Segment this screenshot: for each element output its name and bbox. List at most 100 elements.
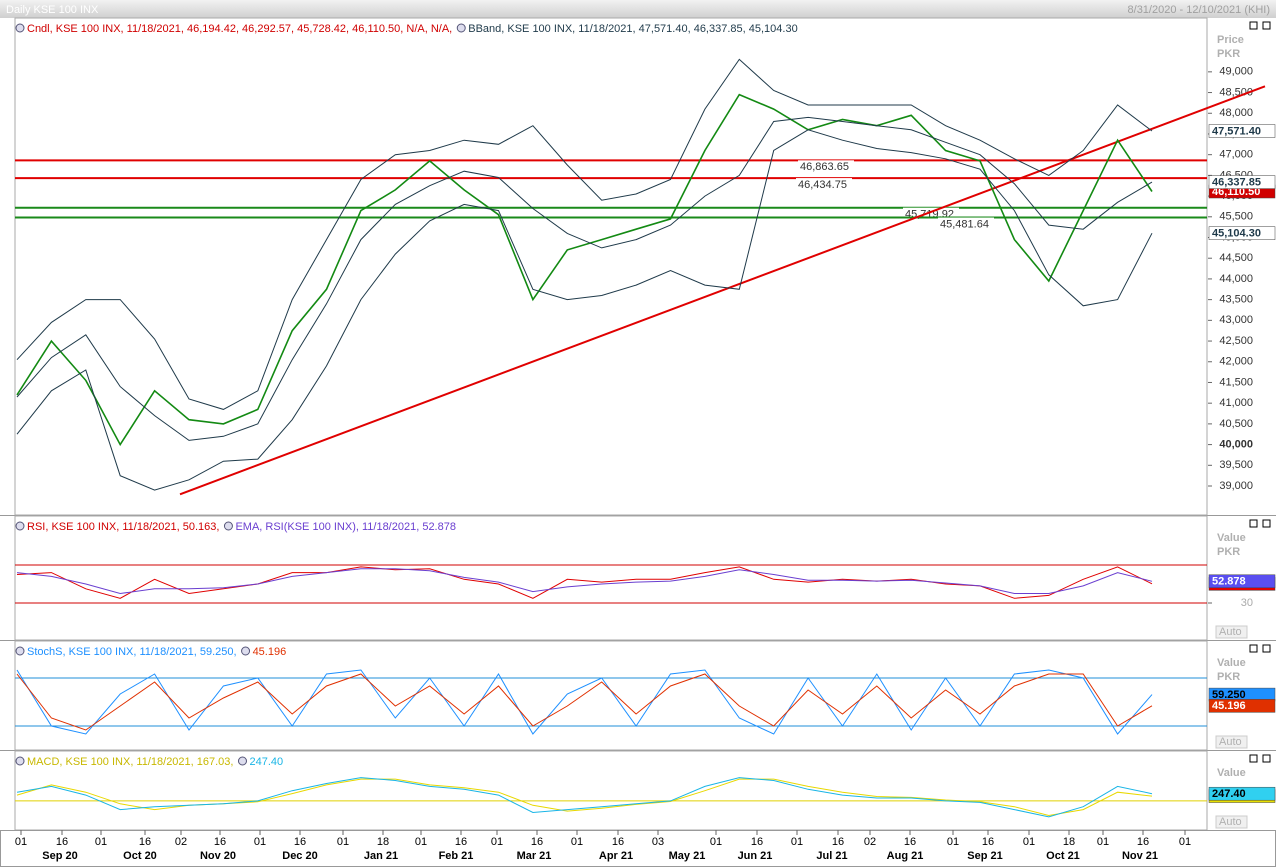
y-tick-label: 42,000 — [1219, 356, 1253, 368]
date-month-label: Apr 21 — [599, 850, 633, 862]
legend-icon[interactable] — [15, 756, 25, 766]
date-day-label: 16 — [982, 836, 994, 848]
legend-entry: MACD, KSE 100 INX, 11/18/2021, 167.03, — [27, 756, 233, 768]
series-line — [16, 669, 1153, 735]
auto-scale-label: Auto — [1219, 736, 1242, 748]
last-value-label: 59.250 — [1212, 689, 1246, 701]
last-value-label: 45,104.30 — [1212, 228, 1261, 240]
date-day-label: 16 — [1137, 836, 1149, 848]
close-button[interactable] — [1262, 754, 1271, 763]
date-day-label: 01 — [571, 836, 583, 848]
date-month-label: Oct 21 — [1046, 850, 1080, 862]
date-day-label: 16 — [139, 836, 151, 848]
close-button[interactable] — [1262, 644, 1271, 653]
axis-unit: PKR — [1217, 48, 1240, 60]
date-day-label: 16 — [214, 836, 226, 848]
legend-icon[interactable] — [456, 23, 466, 33]
date-day-label: 01 — [95, 836, 107, 848]
date-month-label: Dec 20 — [282, 850, 317, 862]
last-value-label: 52.878 — [1212, 576, 1246, 588]
legend-entry: BBand, KSE 100 INX, 11/18/2021, 47,571.4… — [468, 23, 797, 35]
auto-scale-label: Auto — [1219, 816, 1242, 828]
restore-button[interactable] — [1249, 21, 1258, 30]
last-value-label: 46,110.50 — [1212, 186, 1260, 198]
restore-button[interactable] — [1249, 519, 1258, 528]
auto-scale-label: Auto — [1219, 626, 1242, 638]
series-line — [16, 116, 1153, 441]
auto-scale-button[interactable] — [1215, 735, 1248, 749]
date-month-label: Aug 21 — [887, 850, 924, 862]
date-day-label: 01 — [1179, 836, 1191, 848]
y-tick-label: 43,500 — [1219, 294, 1253, 306]
legend-icon[interactable] — [223, 521, 233, 531]
date-day-label: 18 — [1063, 836, 1075, 848]
y-tick-label: 41,500 — [1219, 376, 1253, 388]
date-day-label: 01 — [15, 836, 27, 848]
y-tick-label: 49,000 — [1219, 66, 1253, 78]
auto-scale-button[interactable] — [1215, 625, 1248, 639]
date-day-label: 01 — [1097, 836, 1109, 848]
date-day-label: 16 — [531, 836, 543, 848]
date-day-label: 01 — [254, 836, 266, 848]
restore-button[interactable] — [1249, 644, 1258, 653]
y-tick-label: 40,500 — [1219, 418, 1253, 430]
legend-icon[interactable] — [15, 521, 25, 531]
series-line — [16, 568, 1153, 595]
date-day-label: 01 — [1023, 836, 1035, 848]
last-value-box — [1208, 175, 1276, 189]
date-month-label: Nov 20 — [200, 850, 236, 862]
y-tick-label: 39,500 — [1219, 459, 1253, 471]
series-line — [16, 93, 1153, 447]
y-tick-label: 44,000 — [1219, 273, 1253, 285]
close-button[interactable] — [1262, 21, 1271, 30]
legend-entry: Cndl, KSE 100 INX, 11/18/2021, 46,194.42… — [27, 23, 452, 35]
y-tick-label: 44,500 — [1219, 252, 1253, 264]
y-tick-label: 41,000 — [1219, 397, 1253, 409]
legend-icon[interactable] — [237, 756, 247, 766]
date-day-label: 16 — [612, 836, 624, 848]
legend-entry: RSI, KSE 100 INX, 11/18/2021, 50.163, — [27, 521, 219, 533]
date-day-label: 01 — [415, 836, 427, 848]
auto-scale-button[interactable] — [1215, 815, 1248, 829]
panel-frame — [14, 515, 1208, 641]
series-line — [16, 777, 1153, 818]
date-day-label: 16 — [832, 836, 844, 848]
date-day-label: 18 — [377, 836, 389, 848]
close-button[interactable] — [1262, 519, 1271, 528]
axis-label: Value — [1217, 532, 1246, 544]
legend-icon[interactable] — [241, 646, 251, 656]
last-value-box — [1208, 699, 1276, 713]
horizontal-line-label-bg — [796, 178, 852, 191]
date-month-label: Sep 21 — [967, 850, 1002, 862]
axis-label: Value — [1217, 657, 1246, 669]
restore-button[interactable] — [1249, 754, 1258, 763]
y-tick-label: 42,500 — [1219, 335, 1253, 347]
panel-frame — [14, 17, 1208, 516]
date-day-label: 01 — [491, 836, 503, 848]
legend-icon[interactable] — [15, 23, 25, 33]
axis-unit: PKR — [1217, 546, 1240, 558]
header-bar — [0, 0, 1276, 18]
y-tick-label: 40,000 — [1219, 438, 1253, 450]
legend-entry: EMA, RSI(KSE 100 INX), 11/18/2021, 52.87… — [235, 521, 456, 533]
date-day-label: 01 — [791, 836, 803, 848]
date-month-label: Feb 21 — [439, 850, 474, 862]
legend-entry: StochS, KSE 100 INX, 11/18/2021, 59.250, — [27, 646, 237, 658]
legend-entry: 247.40 — [249, 756, 283, 768]
series-line — [16, 673, 1153, 731]
date-day-label: 16 — [904, 836, 916, 848]
date-day-label: 02 — [864, 836, 876, 848]
date-month-label: Mar 21 — [517, 850, 552, 862]
series-line — [16, 129, 1153, 491]
horizontal-line-label-bg — [938, 217, 994, 230]
date-month-label: Nov 21 — [1122, 850, 1158, 862]
horizontal-line-label: 45,481.64 — [940, 218, 989, 230]
y-tick-label: 48,000 — [1219, 107, 1253, 119]
legend-icon[interactable] — [15, 646, 25, 656]
date-month-label: Jan 21 — [364, 850, 398, 862]
y-tick-label: 30 — [1241, 597, 1253, 609]
header-range: 8/31/2020 - 12/10/2021 (KHI) — [1128, 4, 1270, 16]
series-line — [16, 58, 1153, 410]
